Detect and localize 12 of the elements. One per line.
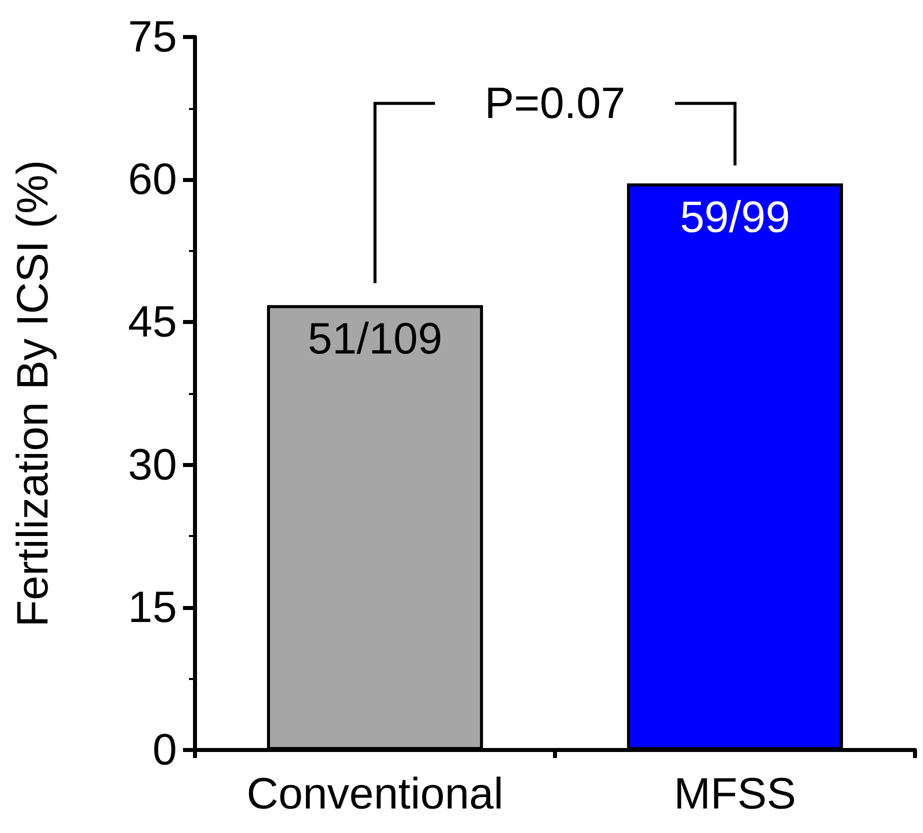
y-tick-label: 60 bbox=[128, 155, 177, 204]
annotation: P=0.07 bbox=[484, 78, 626, 128]
y-tick-label: 30 bbox=[128, 440, 177, 490]
data-label: 51/109 bbox=[308, 314, 442, 364]
x-tick-label: Conventional bbox=[246, 770, 504, 818]
y-axis-title: Fertilization By ICSI (%) bbox=[8, 160, 58, 627]
y-tick-label: 45 bbox=[128, 298, 177, 347]
y-tick-label: 75 bbox=[128, 12, 177, 62]
data-label: 59/99 bbox=[680, 192, 790, 242]
y-tick-label: 15 bbox=[128, 582, 177, 632]
y-tick-label: 0 bbox=[152, 726, 177, 774]
x-tick-label: MFSS bbox=[674, 770, 796, 818]
